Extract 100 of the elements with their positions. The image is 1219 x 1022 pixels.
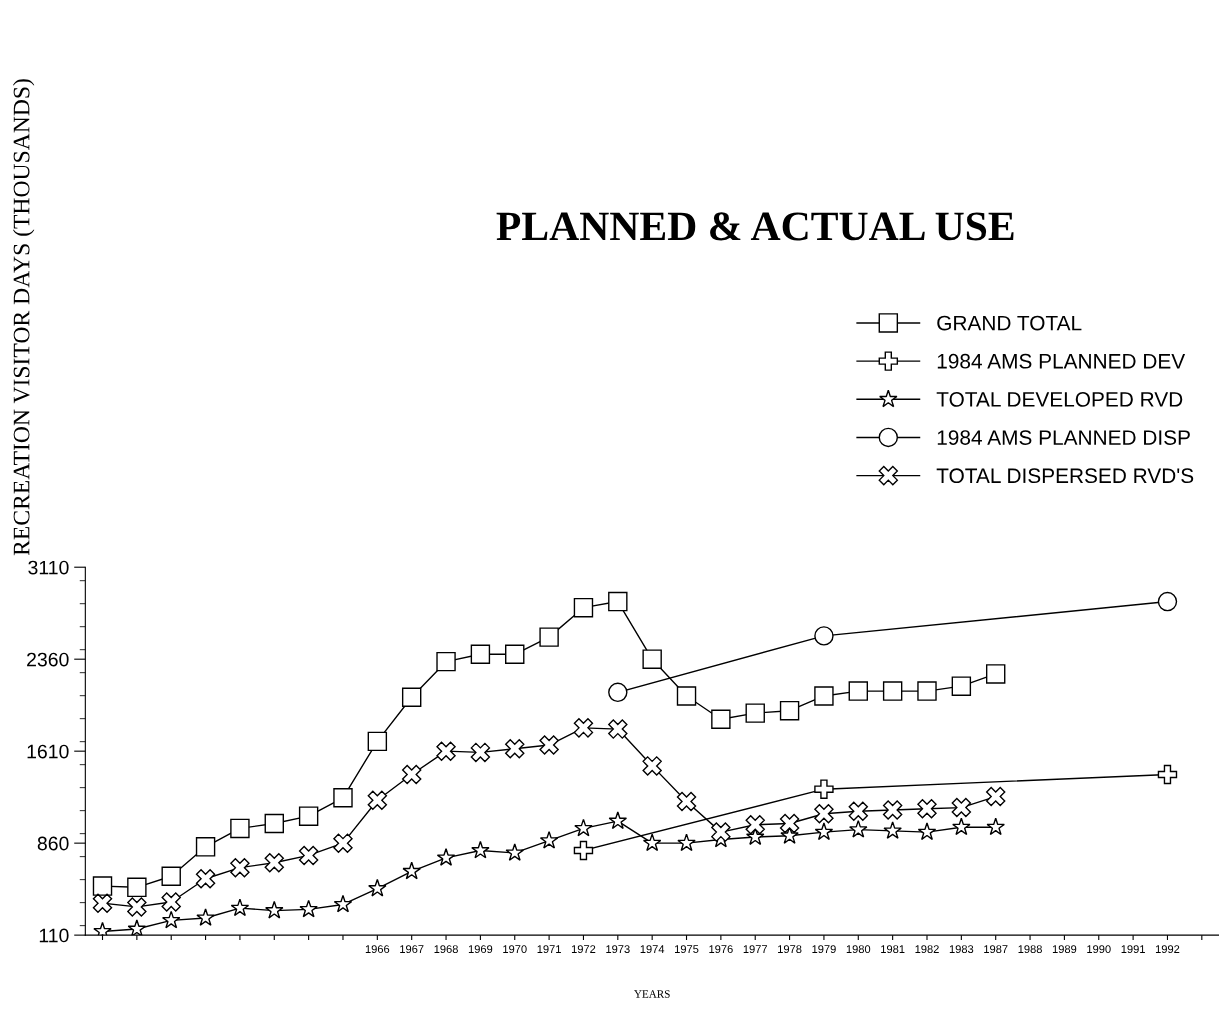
y-tick-label: 110 <box>39 928 69 943</box>
point <box>230 898 250 917</box>
point <box>814 686 834 706</box>
point <box>161 866 181 886</box>
point <box>333 788 353 808</box>
x-tick-label: 1966 <box>365 945 390 954</box>
x-tick-label: 1971 <box>537 945 561 954</box>
point <box>539 627 559 647</box>
point <box>642 756 662 776</box>
point <box>745 703 765 723</box>
point <box>299 899 318 918</box>
point <box>1157 764 1178 785</box>
point <box>470 742 491 763</box>
x-tick-label: 1968 <box>434 945 458 954</box>
x-tick-label: 1979 <box>812 945 836 954</box>
point <box>470 644 491 665</box>
point <box>573 840 594 861</box>
point <box>848 801 869 821</box>
x-tick-label: 1972 <box>571 945 596 954</box>
x-tick-label: 1978 <box>778 945 802 954</box>
x-tick-label: 1990 <box>1087 945 1111 954</box>
x-tick-label: 1974 <box>640 945 665 954</box>
point <box>505 644 525 665</box>
point <box>985 786 1006 807</box>
point <box>676 791 697 812</box>
point <box>573 597 594 618</box>
point <box>779 700 800 721</box>
point <box>677 833 696 852</box>
point <box>401 687 422 707</box>
y-tick-label: 860 <box>37 836 69 851</box>
point <box>574 818 593 837</box>
point <box>883 821 902 839</box>
point <box>711 709 731 730</box>
point <box>333 894 353 913</box>
point <box>814 779 834 799</box>
point <box>608 591 628 612</box>
point <box>608 719 628 739</box>
point <box>127 919 147 936</box>
point <box>608 682 628 703</box>
point <box>952 817 971 836</box>
point <box>505 843 525 861</box>
point <box>230 857 250 878</box>
point <box>127 877 147 898</box>
legend-label: GRAND TOTAL <box>937 315 1082 331</box>
point <box>264 853 284 873</box>
point <box>917 681 937 701</box>
x-tick-label: 1975 <box>675 945 699 954</box>
x-tick-label: 1976 <box>709 945 733 954</box>
y-tick-label: 3110 <box>28 560 69 575</box>
point <box>264 813 284 834</box>
point <box>127 897 147 917</box>
point <box>298 845 319 866</box>
x-tick-label: 1988 <box>1018 945 1042 954</box>
x-tick-label: 1970 <box>503 945 527 954</box>
point <box>92 876 113 896</box>
point <box>917 799 937 819</box>
legend-label: 1984 AMS PLANNED DEV <box>937 353 1186 369</box>
point <box>195 868 216 889</box>
x-tick-label: 1983 <box>949 945 974 954</box>
point <box>986 817 1005 836</box>
point <box>882 681 903 701</box>
legend-label: 1984 AMS PLANNED DISP <box>937 430 1190 445</box>
y-axis-title: RECREATION VISITOR DAYS (THOUSANDS) <box>12 79 35 556</box>
point <box>161 892 181 912</box>
point <box>368 878 387 897</box>
point <box>298 806 319 826</box>
point <box>401 764 422 785</box>
point <box>814 626 834 646</box>
x-tick-label: 1987 <box>984 945 1008 954</box>
x-tick-label: 1992 <box>1155 945 1180 954</box>
point <box>985 664 1006 684</box>
chart-title: PLANNED & ACTUAL USE <box>496 212 1014 241</box>
point <box>745 815 765 835</box>
point <box>505 738 525 759</box>
point <box>230 818 250 839</box>
point <box>848 681 869 701</box>
point <box>573 718 594 738</box>
point <box>917 822 937 841</box>
x-tick-label: 1989 <box>1052 945 1077 954</box>
point <box>402 861 421 880</box>
x-tick-label: 1973 <box>606 945 630 954</box>
point <box>951 797 972 818</box>
point <box>711 822 731 842</box>
point <box>779 813 800 834</box>
point <box>471 840 490 859</box>
x-tick-label: 1969 <box>468 945 493 954</box>
point <box>195 837 216 857</box>
point <box>436 741 456 761</box>
point <box>608 811 628 830</box>
point <box>367 790 388 810</box>
point <box>814 822 834 841</box>
legend-label: TOTAL DEVELOPED RVD <box>936 392 1183 407</box>
point <box>92 893 113 913</box>
x-tick-label: 1991 <box>1121 945 1145 954</box>
x-tick-label: 1967 <box>400 945 424 954</box>
point <box>436 651 456 672</box>
x-tick-label: 1981 <box>881 945 905 954</box>
point <box>676 686 697 706</box>
point <box>264 900 284 919</box>
point <box>642 649 662 669</box>
